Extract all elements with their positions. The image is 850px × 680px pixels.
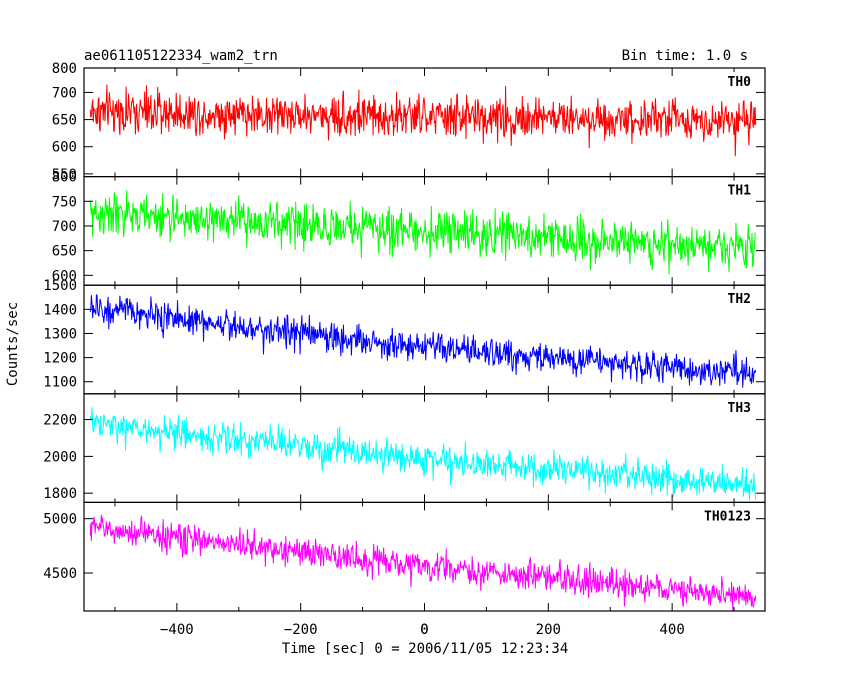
y-tick-label: 550 bbox=[52, 167, 77, 183]
y-tick-label: 650 bbox=[52, 244, 77, 260]
y-tick-label: 750 bbox=[52, 194, 77, 210]
panel-frame bbox=[83, 393, 766, 503]
panel-label: TH3 bbox=[728, 401, 751, 416]
y-tick-label: 650 bbox=[52, 113, 77, 129]
panel-th3: 1800 2000 2200 TH3 bbox=[43, 393, 766, 503]
series-line-th3 bbox=[89, 407, 757, 501]
panel-th1: 600 650 700 750 800 TH1 bbox=[52, 170, 766, 286]
x-tick-label: −200 bbox=[284, 622, 318, 638]
y-tick-label: 2000 bbox=[43, 449, 77, 465]
y-tick-label-top: 800 bbox=[52, 61, 77, 77]
series-line-th1 bbox=[89, 190, 756, 275]
y-tick-label: 600 bbox=[52, 268, 77, 284]
x-axis: −400 −200 00 200 400 bbox=[160, 622, 685, 638]
panel-frame bbox=[83, 67, 766, 178]
panel-label: TH0 bbox=[728, 75, 752, 90]
x-tick-label: 400 bbox=[659, 622, 684, 638]
series-line-th0123 bbox=[89, 514, 757, 611]
panel-th0123: 4500 5000 TH0123 bbox=[43, 501, 766, 612]
y-tick-label: 1200 bbox=[43, 351, 77, 367]
y-tick-label: 700 bbox=[52, 85, 77, 101]
y-tick-label: 1400 bbox=[43, 302, 77, 318]
y-tick-label: 1800 bbox=[43, 486, 77, 502]
y-tick-label: 600 bbox=[52, 140, 77, 156]
series-line-th0 bbox=[89, 84, 757, 157]
x-tick-label: 200 bbox=[536, 622, 561, 638]
y-tick-label: 4500 bbox=[43, 566, 77, 582]
x-tick-label: 0 bbox=[420, 622, 428, 638]
y-tick-label: 2200 bbox=[43, 413, 77, 429]
x-tick-label: 0 bbox=[420, 622, 428, 638]
panel-th0: 550 600 650 700 800 TH0 bbox=[52, 61, 766, 183]
y-tick-label-top: 1500 bbox=[43, 278, 77, 294]
x-axis-title: Time [sec] 0 = 2006/11/05 12:23:34 bbox=[282, 641, 569, 657]
chart-title: ae061105122334_wam2_trn bbox=[84, 48, 278, 64]
panel-label: TH0123 bbox=[704, 509, 751, 524]
panel-label: TH2 bbox=[728, 292, 751, 307]
y-tick-label: 1300 bbox=[43, 326, 77, 342]
x-tick-label: −400 bbox=[160, 622, 194, 638]
panel-label: TH1 bbox=[728, 184, 752, 199]
series-line-th2 bbox=[89, 294, 757, 388]
y-tick-label: 1100 bbox=[43, 375, 77, 391]
y-tick-label: 700 bbox=[52, 219, 77, 235]
y-axis-title: Counts/sec bbox=[5, 302, 21, 386]
y-tick-label: 5000 bbox=[43, 512, 77, 528]
bin-time-label: Bin time: 1.0 s bbox=[622, 48, 748, 64]
panels-group: 550 600 650 700 800 TH0 600 650 700 750 800 TH1 1100… bbox=[43, 61, 766, 612]
y-tick-label-top: 800 bbox=[52, 170, 77, 186]
panel-th2: 1100 1200 1300 1400 1500 TH2 bbox=[43, 278, 766, 395]
